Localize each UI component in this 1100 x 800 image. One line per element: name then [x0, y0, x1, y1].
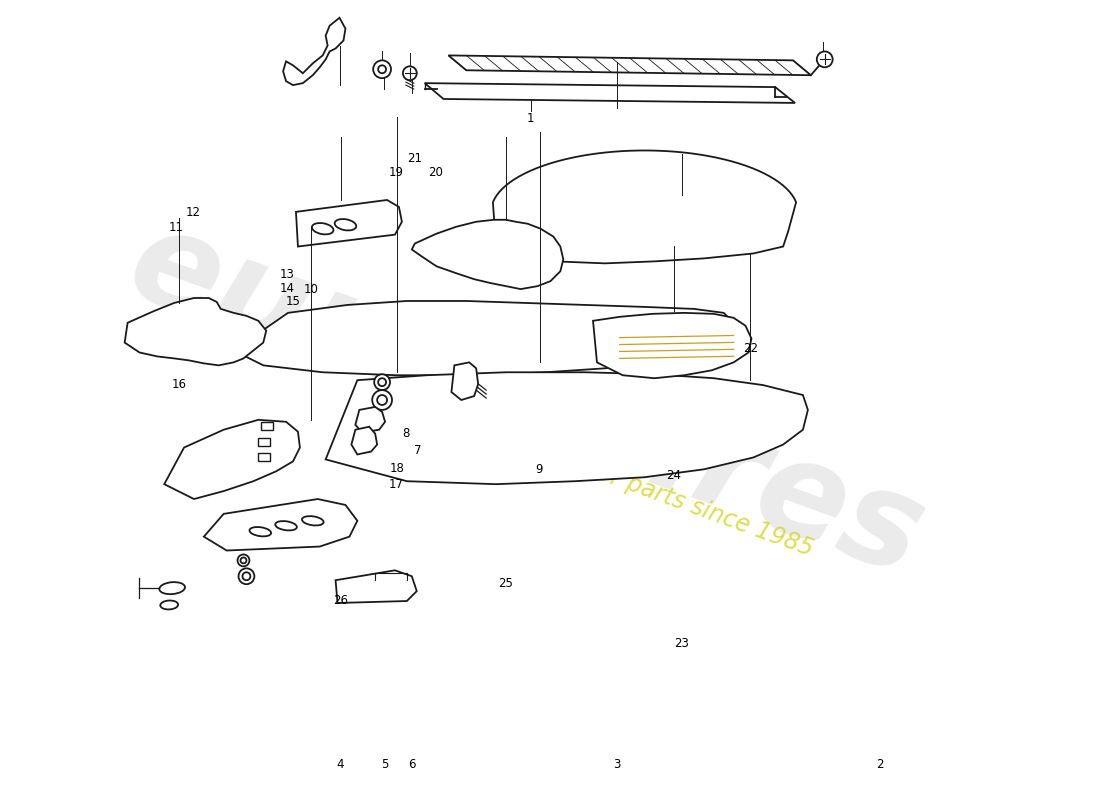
Text: 7: 7: [415, 444, 422, 457]
Polygon shape: [296, 200, 402, 246]
Polygon shape: [233, 301, 734, 375]
Circle shape: [242, 572, 251, 580]
Ellipse shape: [161, 601, 178, 610]
Text: 14: 14: [279, 282, 295, 295]
Circle shape: [817, 51, 833, 67]
Text: 25: 25: [498, 578, 513, 590]
Polygon shape: [283, 18, 345, 85]
Ellipse shape: [250, 527, 271, 536]
Text: 3: 3: [613, 758, 620, 771]
Ellipse shape: [275, 521, 297, 530]
Bar: [262, 422, 273, 430]
Text: 13: 13: [280, 268, 295, 282]
Circle shape: [378, 66, 386, 74]
Polygon shape: [351, 426, 377, 454]
Polygon shape: [164, 420, 300, 499]
Circle shape: [239, 568, 254, 584]
Text: 10: 10: [304, 282, 319, 295]
Polygon shape: [411, 220, 563, 289]
Text: 22: 22: [742, 342, 758, 355]
Ellipse shape: [312, 223, 333, 234]
Polygon shape: [326, 372, 807, 484]
Text: 23: 23: [674, 638, 690, 650]
Text: 17: 17: [389, 478, 404, 491]
Bar: [258, 438, 271, 446]
Text: 9: 9: [536, 463, 542, 476]
Polygon shape: [451, 362, 478, 400]
Text: 16: 16: [172, 378, 187, 390]
Circle shape: [241, 558, 246, 563]
Circle shape: [377, 395, 387, 405]
Text: 26: 26: [333, 594, 349, 607]
Polygon shape: [593, 313, 751, 378]
Circle shape: [374, 374, 390, 390]
Text: 1: 1: [527, 112, 535, 126]
Text: 8: 8: [403, 426, 410, 440]
Text: 12: 12: [185, 206, 200, 218]
Circle shape: [373, 60, 390, 78]
Text: 2: 2: [877, 758, 883, 771]
Text: 21: 21: [407, 152, 422, 165]
Polygon shape: [204, 499, 358, 550]
Polygon shape: [449, 55, 811, 75]
Text: 6: 6: [408, 758, 416, 771]
Text: 19: 19: [389, 166, 404, 179]
Ellipse shape: [160, 582, 185, 594]
Polygon shape: [336, 570, 417, 603]
Text: 18: 18: [390, 462, 405, 475]
Text: 4: 4: [336, 758, 343, 771]
Bar: [258, 454, 271, 462]
Text: eurospares: eurospares: [112, 198, 939, 602]
Circle shape: [403, 66, 417, 80]
Text: 11: 11: [168, 221, 184, 234]
Circle shape: [372, 390, 392, 410]
Ellipse shape: [302, 516, 323, 526]
Text: 5: 5: [381, 758, 388, 771]
Polygon shape: [493, 150, 796, 263]
Text: a passion for parts since 1985: a passion for parts since 1985: [473, 417, 816, 562]
Polygon shape: [355, 407, 385, 433]
Circle shape: [378, 378, 386, 386]
Text: 24: 24: [667, 469, 682, 482]
Polygon shape: [425, 83, 795, 103]
Text: 20: 20: [428, 166, 443, 179]
Ellipse shape: [334, 219, 356, 230]
Circle shape: [238, 554, 250, 566]
Text: 15: 15: [285, 295, 300, 308]
Polygon shape: [124, 298, 266, 366]
